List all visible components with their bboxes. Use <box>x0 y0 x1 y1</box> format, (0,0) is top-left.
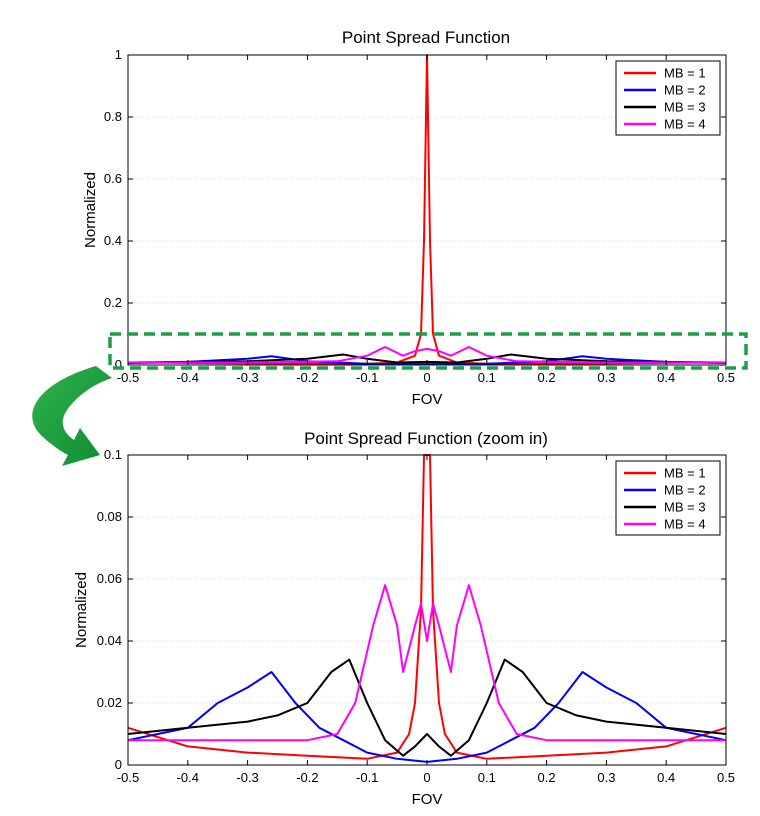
bot-legend-label-4: MB = 4 <box>664 517 706 532</box>
top-x-tick-label: 0.5 <box>717 370 735 385</box>
top-y-axis-label: Normalized <box>82 172 99 248</box>
bot-x-tick-label: 0.5 <box>717 770 735 785</box>
top-series-line-4 <box>128 346 726 364</box>
top-legend-label-3: MB = 3 <box>664 100 706 115</box>
top-x-axis-label: FOV <box>412 391 443 408</box>
top-legend-label-1: MB = 1 <box>664 66 706 81</box>
bot-y-tick-label: 0.08 <box>97 509 122 524</box>
bot-x-tick-label: -0.1 <box>356 770 378 785</box>
bot-legend-label-3: MB = 3 <box>664 500 706 515</box>
top-x-tick-label: -0.5 <box>117 370 139 385</box>
top-x-tick-label: 0.2 <box>538 370 556 385</box>
top-y-tick-label: 1 <box>115 47 122 62</box>
top-legend: MB = 1 MB = 2 MB = 3 MB = 4 <box>615 60 721 136</box>
top-y-tick-label: 0.6 <box>104 171 122 186</box>
bot-legend-label-2: MB = 2 <box>664 483 706 498</box>
bot-x-tick-label: 0 <box>423 770 430 785</box>
top-legend-label-2: MB = 2 <box>664 83 706 98</box>
top-y-tick-label: 0 <box>115 357 122 372</box>
top-x-tick-label: 0.4 <box>657 370 675 385</box>
zoom-arrow-icon <box>32 366 112 466</box>
bottom-chart: Point Spread Function (zoom in) 0 0.02 0.0… <box>73 429 735 808</box>
top-y-tick-label: 0.8 <box>104 109 122 124</box>
bottom-gridlines <box>128 516 726 704</box>
top-x-tick-label: 0.3 <box>597 370 615 385</box>
top-ticks: 0 0.2 0.4 0.6 0.8 1 -0.5 -0.4 -0.3 -0.2 -0.1 0 0.1 0.… <box>104 47 735 385</box>
top-x-tick-label: 0.1 <box>478 370 496 385</box>
top-chart-title: Point Spread Function <box>342 28 510 47</box>
bot-legend-label-1: MB = 1 <box>664 466 706 481</box>
top-x-tick-label: 0 <box>423 370 430 385</box>
bot-x-tick-label: 0.4 <box>657 770 675 785</box>
zoom-region-box <box>108 332 748 370</box>
bot-x-tick-label: -0.2 <box>296 770 318 785</box>
bot-series-line-4 <box>128 584 726 742</box>
top-legend-label-4: MB = 4 <box>664 117 706 132</box>
bot-series-line-2 <box>127 671 727 763</box>
bot-y-tick-label: 0 <box>115 757 122 772</box>
bot-x-tick-label: 0.2 <box>538 770 556 785</box>
bot-x-tick-label: -0.3 <box>236 770 258 785</box>
top-x-tick-label: -0.2 <box>296 370 318 385</box>
top-gridlines <box>128 116 726 304</box>
bot-x-tick-label: -0.4 <box>177 770 199 785</box>
bot-x-tick-label: -0.5 <box>117 770 139 785</box>
bot-series-line-3 <box>127 658 727 757</box>
top-chart: Point Spread Function 0 0.2 0.4 0.6 0.8 1 -0.5… <box>82 28 735 408</box>
bottom-chart-title: Point Spread Function (zoom in) <box>304 429 548 448</box>
bot-y-tick-label: 0.04 <box>97 633 122 648</box>
top-x-tick-label: -0.4 <box>177 370 199 385</box>
bottom-ticks: 0 0.02 0.04 0.06 0.08 0.1 -0.5 -0.4 -0.3 -0.2 -0.1… <box>97 447 735 785</box>
bot-y-tick-label: 0.1 <box>104 447 122 462</box>
bot-x-tick-label: 0.3 <box>597 770 615 785</box>
bot-x-tick-label: 0.1 <box>478 770 496 785</box>
bot-y-tick-label: 0.02 <box>97 695 122 710</box>
top-y-tick-label: 0.2 <box>104 295 122 310</box>
bottom-x-axis-label: FOV <box>412 791 443 808</box>
top-x-tick-label: -0.3 <box>236 370 258 385</box>
bot-y-tick-label: 0.06 <box>97 571 122 586</box>
bottom-legend: MB = 1 MB = 2 MB = 3 MB = 4 <box>615 460 721 536</box>
top-x-tick-label: -0.1 <box>356 370 378 385</box>
top-y-tick-label: 0.4 <box>104 233 122 248</box>
bottom-y-axis-label: Normalized <box>73 572 90 648</box>
